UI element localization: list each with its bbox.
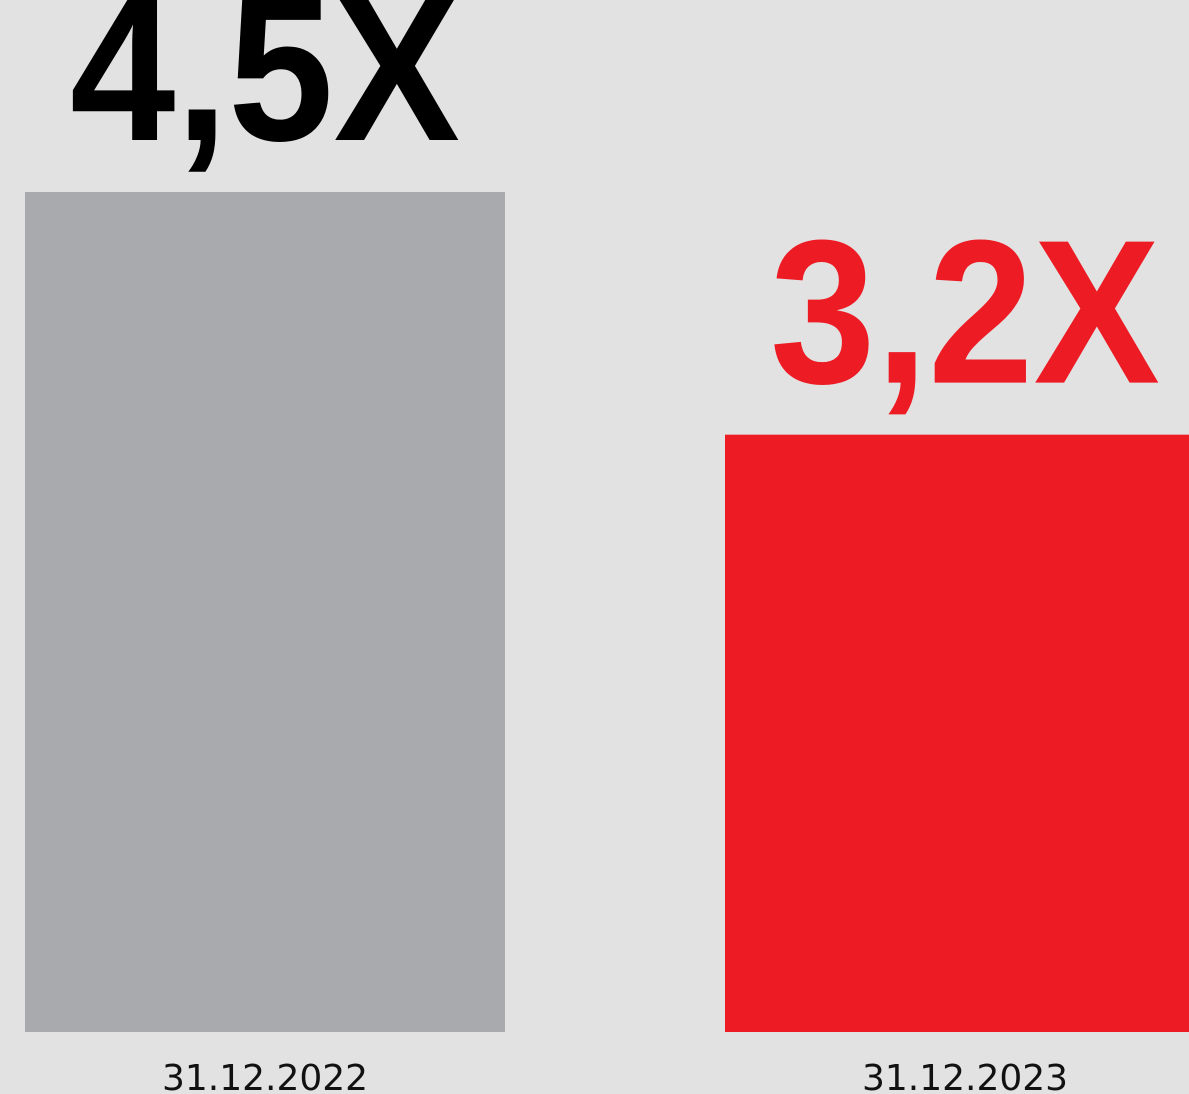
bar-value-label: 4,5X [70,0,460,184]
bar-31.12.2022 [25,192,505,1032]
category-labels-group: 31.12.2022 31.12.2023 [162,1058,1068,1094]
bar-31.12.2023 [725,434,1189,1033]
category-label: 31.12.2022 [162,1058,368,1094]
category-label: 31.12.2023 [862,1058,1068,1094]
value-labels-group: 4,5X 3,2X [70,0,1160,427]
bars-group [25,192,1189,1033]
bar-value-label: 3,2X [770,198,1160,427]
